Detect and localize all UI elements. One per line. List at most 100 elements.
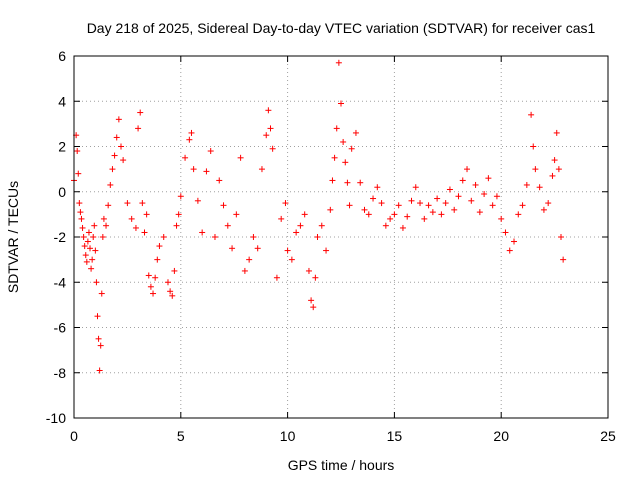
data-point — [82, 252, 89, 259]
data-point — [333, 125, 340, 132]
x-axis-label: GPS time / hours — [288, 457, 395, 473]
data-point — [164, 279, 171, 286]
data-point — [152, 274, 159, 281]
data-point — [551, 157, 558, 164]
data-point — [203, 168, 210, 175]
data-point — [79, 224, 86, 231]
data-point — [293, 229, 300, 236]
data-point — [95, 335, 102, 342]
data-point — [117, 143, 124, 150]
data-point — [282, 200, 289, 207]
y-tick-label: -6 — [54, 320, 67, 336]
data-point — [344, 179, 351, 186]
data-point — [139, 200, 146, 207]
data-point — [342, 159, 349, 166]
data-point — [90, 234, 97, 240]
y-tick-label: 0 — [58, 184, 66, 200]
data-point — [481, 191, 488, 198]
data-point — [421, 215, 428, 222]
data-point — [417, 200, 424, 207]
data-point — [361, 206, 368, 213]
data-point — [365, 211, 372, 218]
data-point — [284, 247, 291, 254]
data-point — [382, 222, 389, 229]
data-point — [88, 265, 95, 272]
data-point — [549, 172, 556, 179]
data-point — [530, 143, 537, 150]
data-point — [506, 247, 513, 254]
data-point — [177, 193, 184, 200]
data-point — [434, 195, 441, 202]
data-point — [378, 200, 385, 207]
data-point — [446, 186, 453, 193]
data-point — [81, 243, 88, 250]
data-point — [207, 148, 214, 155]
data-point — [91, 222, 98, 229]
data-point — [502, 229, 509, 236]
data-point — [216, 177, 223, 184]
grid-lines — [74, 56, 608, 418]
data-point — [173, 222, 180, 229]
x-tick-label: 5 — [177, 428, 185, 444]
data-point — [352, 129, 359, 136]
data-point — [87, 245, 94, 252]
data-point — [312, 274, 319, 281]
data-point — [408, 197, 415, 204]
data-point — [265, 107, 272, 114]
data-point — [318, 222, 325, 229]
data-point — [357, 179, 364, 186]
data-point — [111, 152, 118, 159]
x-axis-ticks: 0 5 10 15 20 25 — [70, 56, 616, 444]
data-point — [96, 367, 103, 374]
data-point — [553, 129, 560, 136]
data-point — [329, 177, 336, 184]
y-tick-label: 2 — [58, 139, 66, 155]
data-point — [263, 132, 270, 139]
data-point — [97, 342, 104, 349]
y-tick-label: -2 — [54, 229, 67, 245]
data-point — [301, 211, 308, 218]
data-point — [99, 234, 106, 240]
data-point — [85, 229, 92, 236]
data-point — [107, 181, 114, 188]
data-point — [93, 279, 100, 286]
data-point — [115, 116, 122, 123]
data-point — [188, 129, 195, 136]
data-points — [71, 59, 567, 374]
data-point — [250, 234, 257, 240]
data-point — [241, 267, 248, 274]
data-point — [105, 202, 112, 209]
y-tick-label: -10 — [46, 410, 66, 426]
data-point — [246, 256, 253, 263]
data-point — [489, 202, 496, 209]
y-axis-ticks: -10 -8 -6 -4 -2 0 2 4 6 — [46, 48, 608, 426]
data-point — [160, 234, 167, 240]
data-point — [94, 313, 101, 320]
data-point — [167, 288, 174, 295]
data-point — [323, 247, 330, 254]
data-point — [348, 145, 355, 152]
data-point — [555, 166, 562, 173]
data-point — [305, 267, 312, 274]
data-point — [335, 59, 342, 66]
data-point — [128, 215, 135, 222]
data-point — [77, 209, 84, 216]
y-tick-label: -8 — [54, 365, 67, 381]
data-point — [269, 145, 276, 152]
data-point — [124, 200, 131, 207]
data-point — [92, 247, 99, 254]
data-point — [395, 202, 402, 209]
data-point — [308, 297, 315, 304]
data-point — [199, 229, 206, 236]
data-point — [76, 200, 83, 207]
data-point — [120, 157, 127, 164]
data-point — [169, 292, 176, 299]
data-point — [438, 211, 445, 218]
data-point — [237, 154, 244, 161]
data-point — [498, 215, 505, 222]
y-axis-label: SDTVAR / TECUs — [5, 181, 21, 293]
data-point — [154, 256, 161, 263]
data-point — [109, 166, 116, 173]
data-point — [171, 267, 178, 274]
data-point — [560, 256, 567, 263]
